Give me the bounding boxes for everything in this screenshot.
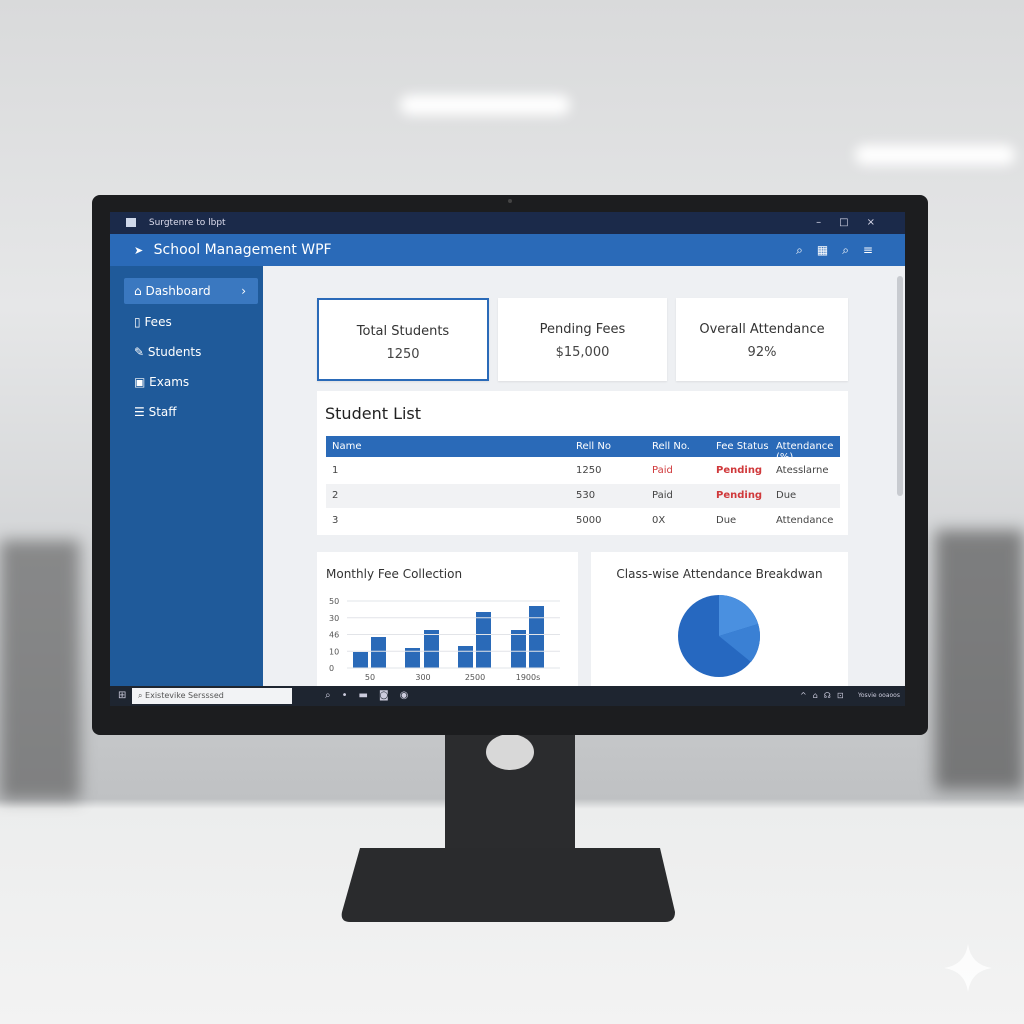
- window-caption: Surgtenre to lbpt: [148, 218, 226, 228]
- search-box[interactable]: ⌕ Existevike Sersssed: [132, 688, 292, 704]
- table-cell: Attendance: [776, 515, 834, 526]
- bar: [371, 637, 386, 668]
- x-tick-label: 1900s: [516, 673, 541, 682]
- column-header: Rell No.: [652, 441, 690, 452]
- bar: [424, 630, 439, 668]
- nav-label: Staff: [148, 405, 177, 419]
- fee-chart-panel: Monthly Fee Collection 50 30 46 10 0 50 300 250…: [317, 552, 578, 702]
- y-tick-label: 10: [329, 647, 339, 656]
- x-tick-label: 50: [365, 673, 375, 682]
- card-label: Pending Fees: [539, 322, 626, 337]
- header-icons[interactable]: ⌕▦⌕≡: [796, 243, 887, 257]
- chair: [0, 540, 80, 800]
- card-value: 1250: [386, 347, 420, 362]
- table-row: 2 530 Paid Pending Due: [326, 484, 840, 508]
- column-header: Fee Status: [716, 441, 769, 452]
- y-tick-label: 0: [329, 664, 334, 673]
- pie-slice: [719, 624, 760, 662]
- bar: [458, 646, 473, 668]
- table-cell: Pending: [716, 490, 763, 501]
- card-value: $15,000: [555, 345, 610, 360]
- window-controls[interactable]: –□×: [816, 217, 893, 228]
- camera: [508, 199, 512, 203]
- nav-item[interactable]: ✎ Students: [134, 345, 202, 359]
- sparkle: [944, 944, 992, 992]
- chart-title: Class-wise Attendance Breakdwan: [616, 567, 823, 581]
- panel-title: Student List: [325, 404, 422, 423]
- stat-card: Pending Fees $15,000: [498, 298, 667, 381]
- table-cell: Due: [716, 515, 737, 526]
- bar: [405, 648, 420, 668]
- scrollbar[interactable]: [897, 276, 903, 496]
- stat-card: Overall Attendance 92%: [676, 298, 848, 381]
- attendance-panel: Class-wise Attendance Breakdwan: [591, 552, 848, 702]
- title-bar: Surgtenre to lbpt –□×: [110, 212, 905, 234]
- nav-label: Fees: [144, 315, 172, 329]
- table-cell: 5000: [576, 515, 602, 526]
- bar: [476, 612, 491, 668]
- nav-item[interactable]: ☰ Staff: [134, 405, 177, 419]
- card-label: Total Students: [356, 324, 450, 339]
- column-header: Rell No: [576, 441, 611, 452]
- app-title: School Management WPF: [153, 242, 332, 258]
- start-button[interactable]: ⊞: [118, 690, 127, 701]
- search-text: Existevike Sersssed: [145, 691, 224, 700]
- table-header: Name Rell No Rell No. Fee Status Attendance …: [326, 436, 840, 463]
- column-header: Name: [332, 441, 362, 452]
- nav-label: Students: [147, 345, 202, 359]
- table-cell: 530: [576, 490, 596, 501]
- bar: [529, 606, 544, 668]
- app-icon: ➤: [134, 244, 144, 257]
- pie-chart: [678, 595, 760, 677]
- stat-card: Total Students 1250: [317, 298, 489, 381]
- table-cell: Paid: [652, 490, 673, 501]
- stand-base: [341, 848, 675, 922]
- table-cell: 3: [332, 515, 339, 526]
- table-cell: Pending: [716, 465, 763, 476]
- column-header: Attendance (%): [776, 441, 834, 463]
- table-row: 3 5000 0X Due Attendance: [326, 509, 840, 533]
- table-cell: 1250: [576, 465, 602, 476]
- pie-slice: [719, 595, 758, 636]
- table-row: 1 1250 Paid Pending Atesslarne: [326, 459, 840, 483]
- bar: [353, 652, 368, 668]
- nav-label: Dashboard: [145, 284, 211, 298]
- card-value: 92%: [747, 345, 777, 360]
- taskbar: ⊞ ⌕ Existevike Sersssed ⌕•▬◙◉ ^⌂☊⊡ Yosvi…: [110, 686, 905, 706]
- x-tick-label: 2500: [465, 673, 485, 682]
- table-cell: 0X: [652, 515, 666, 526]
- cable-hole: [486, 734, 534, 770]
- table-cell: Due: [776, 490, 797, 501]
- table-cell: 2: [332, 490, 339, 501]
- y-tick-label: 50: [329, 597, 339, 606]
- window-icon: [126, 218, 136, 227]
- table-cell: 1: [332, 465, 339, 476]
- tray-icons[interactable]: ^⌂☊⊡: [800, 691, 850, 700]
- table-cell: Atesslarne: [776, 465, 829, 476]
- app-header: ➤ School Management WPF ⌕▦⌕≡: [110, 234, 905, 266]
- ceiling-light: [400, 95, 570, 115]
- card-label: Overall Attendance: [699, 322, 825, 337]
- bar: [511, 630, 526, 668]
- sidebar: ⌂ Dashboard › ▯ Fees ✎ Students ▣ Exams ☰…: [110, 266, 263, 686]
- nav-item[interactable]: ▯ Fees: [134, 315, 172, 329]
- table-cell: Paid: [652, 465, 673, 476]
- sparkle-shape: [944, 944, 992, 992]
- y-tick-label: 46: [329, 631, 339, 640]
- ceiling-light: [855, 145, 1015, 165]
- taskbar-apps[interactable]: ⌕•▬◙◉: [325, 690, 420, 701]
- x-tick-label: 300: [415, 673, 430, 682]
- chart-title: Monthly Fee Collection: [326, 567, 463, 581]
- y-tick-label: 30: [329, 614, 339, 623]
- tray-clock: Yosvie ooaoos: [858, 692, 900, 699]
- nav-item[interactable]: ⌂ Dashboard ›: [124, 278, 258, 304]
- nav-label: Exams: [149, 375, 190, 389]
- nav-item[interactable]: ▣ Exams: [134, 375, 190, 389]
- screen: Surgtenre to lbpt –□× ➤ School Managemen…: [110, 212, 905, 706]
- bar-chart: 50 30 46 10 0 50 300 2500 1900s: [329, 597, 560, 682]
- chair: [935, 530, 1024, 790]
